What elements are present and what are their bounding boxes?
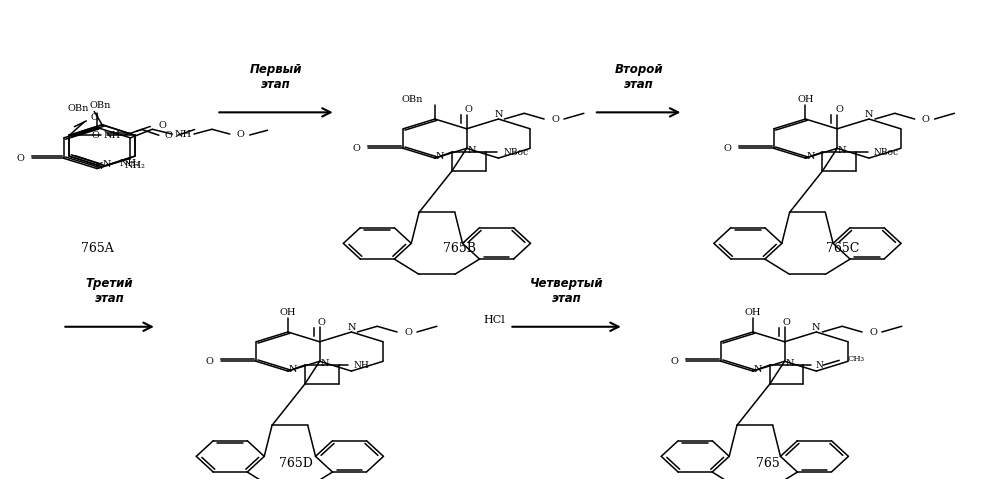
Text: N: N [753,365,762,374]
Text: O: O [16,154,24,163]
Text: N: N [436,152,445,161]
Text: O: O [404,327,412,336]
Text: N: N [321,359,329,368]
Text: NH: NH [175,130,192,138]
Text: OBn: OBn [402,95,423,105]
Text: O: O [91,131,99,140]
Text: N: N [95,162,103,171]
Text: O: O [465,105,473,114]
Text: OH: OH [744,308,761,318]
Text: 765: 765 [756,456,779,469]
Text: O: O [318,318,326,327]
Text: N: N [289,365,297,374]
Text: O: O [165,131,173,140]
Text: Третий
этап: Третий этап [86,277,134,305]
Text: NBoc: NBoc [874,147,899,157]
Text: NH: NH [104,131,121,140]
Text: NH: NH [354,361,370,370]
Text: NH₂: NH₂ [125,161,146,170]
Text: OH: OH [797,95,814,105]
Text: 765A: 765A [81,242,114,255]
Text: N: N [468,146,476,155]
Text: O: O [90,113,98,121]
Text: OBn: OBn [68,104,89,113]
Text: O: O [835,105,843,114]
Text: O: O [551,115,559,123]
Text: Второй
этап: Второй этап [614,63,663,91]
Text: 765D: 765D [279,456,313,469]
Text: N: N [815,361,823,370]
Text: OBn: OBn [90,101,111,110]
Text: O: O [922,115,929,123]
Text: N: N [103,160,111,169]
Text: NH₂: NH₂ [120,160,140,168]
Text: N: N [347,323,356,332]
Text: O: O [158,121,166,130]
Text: Первый
этап: Первый этап [250,63,303,91]
Text: N: N [812,323,820,332]
Text: HCl: HCl [484,315,505,324]
Text: O: O [206,357,214,366]
Text: O: O [237,131,245,139]
Text: O: O [782,318,790,327]
Text: Четвертый
этап: Четвертый этап [529,277,603,305]
Text: N: N [785,359,794,368]
Text: O: O [353,144,361,153]
Text: N: N [806,152,815,161]
Text: OH: OH [280,308,296,318]
Text: CH₃: CH₃ [847,355,864,363]
Text: N: N [495,110,502,119]
Text: N: N [838,146,846,155]
Text: 765C: 765C [825,242,859,255]
Text: O: O [723,144,731,153]
Text: N: N [865,110,873,119]
Text: 765B: 765B [444,242,477,255]
Text: O: O [869,327,877,336]
Text: O: O [670,357,678,366]
Text: NBoc: NBoc [503,147,528,157]
